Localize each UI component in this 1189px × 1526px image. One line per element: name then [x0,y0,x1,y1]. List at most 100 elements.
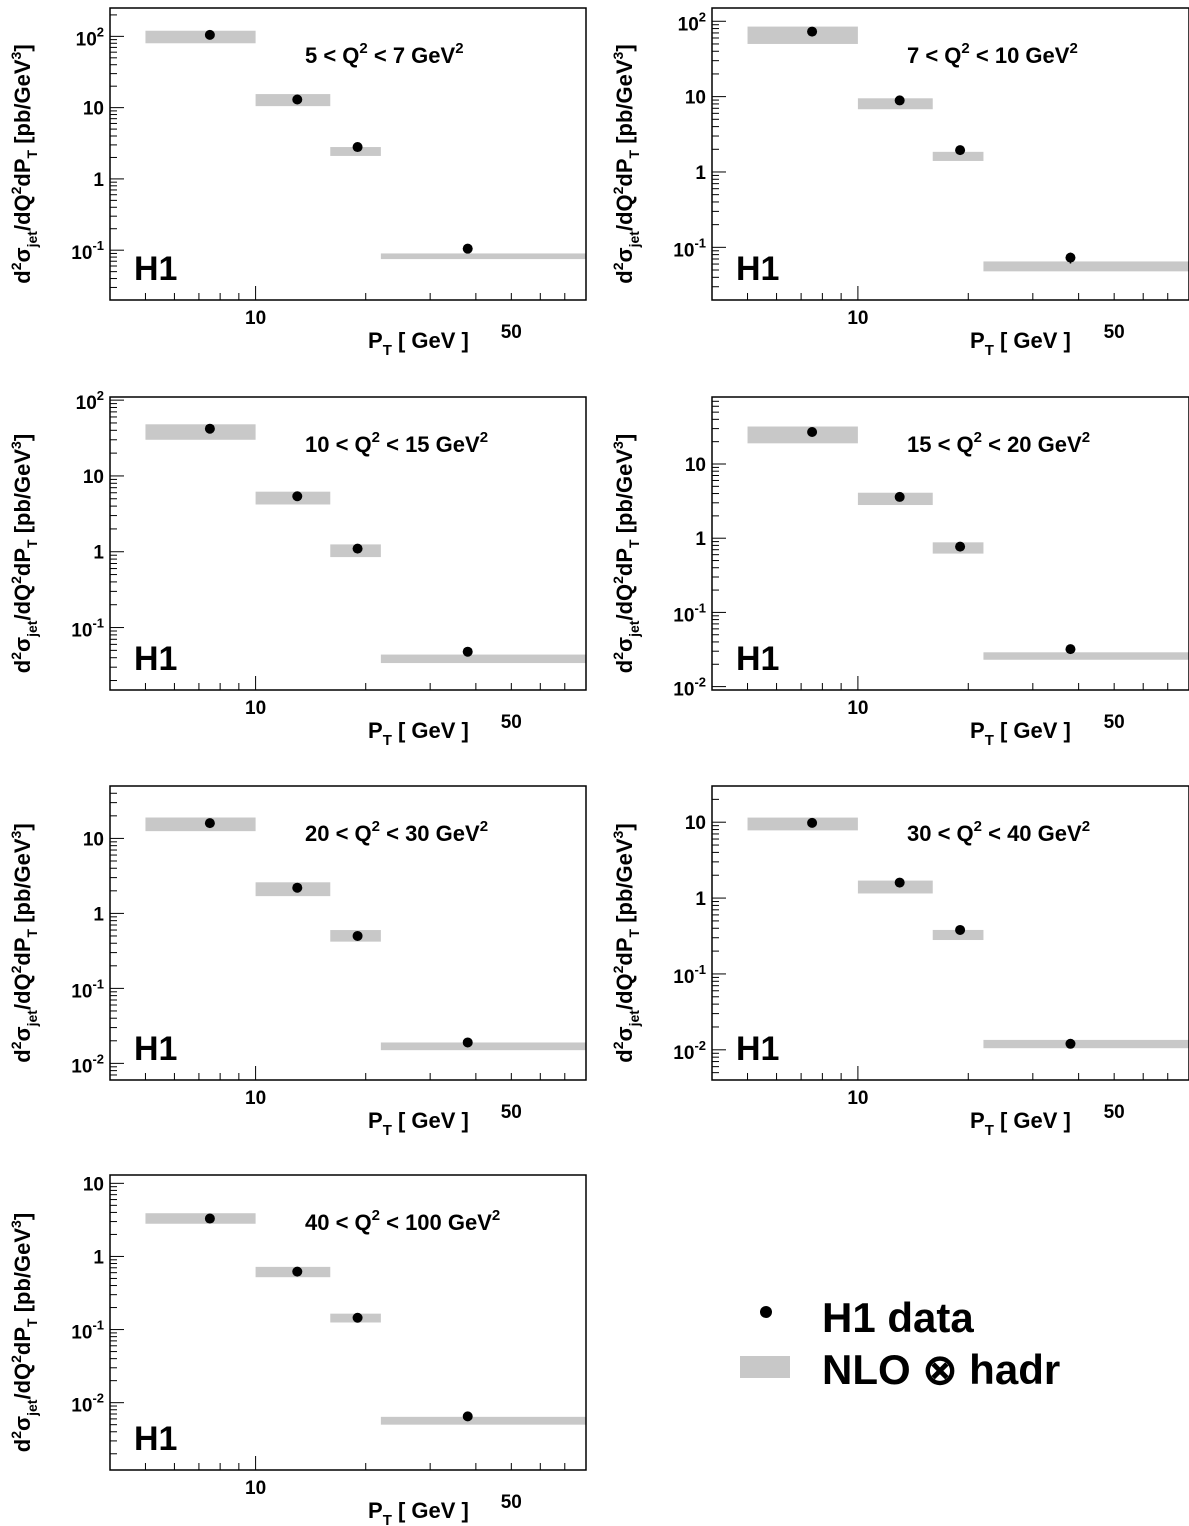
data-point [462,1411,473,1422]
y-tick-label: 10 [685,813,706,834]
y-tick-label: 1 [93,904,104,925]
y-tick-label: 10-1 [673,235,706,261]
y-tick-label: 10 [83,829,104,850]
nlo-band [983,1039,1189,1049]
plot-area [145,423,586,664]
nlo-band [857,98,933,110]
y-tick-label: 10-2 [71,1391,104,1417]
nlo-band [145,1213,256,1224]
y-tick-label: 10-1 [71,238,104,264]
y-tick-label: 1 [93,1247,104,1268]
panel-title: 5 < Q2 < 7 GeV2 [305,40,464,68]
x-axis-title: PT [ GeV ] [970,1108,1071,1139]
panel-4: 10 50 10-2 10-1 1 10 15 < Q2 < 20 GeV2 H1 PT [ G… [610,396,1189,749]
panel-5: 10 50 10-2 10-1 1 10 20 < Q2 < 30 GeV2 H1 PT [ G… [8,785,587,1139]
y-tick-label: 1 [695,889,706,910]
panel-2: 10 50 10-1 1 10 102 7 < Q2 < 10 GeV2 H1 PT [ GeV… [610,7,1189,359]
x-tick-label: 50 [501,1102,522,1123]
x-axis-title: PT [ GeV ] [970,328,1071,359]
x-axis-title: PT [ GeV ] [368,1498,469,1526]
y-tick-label: 10-1 [71,1318,104,1344]
experiment-label: H1 [134,640,177,678]
nlo-band [145,817,256,832]
experiment-label: H1 [134,1030,177,1068]
data-point [292,1266,303,1277]
y-axis-title: d2σjet/dQ2dPT [pb/GeV3] [610,434,642,673]
data-point [204,29,215,40]
data-point [292,882,303,893]
y-axis-title: d2σjet/dQ2dPT [pb/GeV3] [610,823,642,1062]
data-point [955,924,966,935]
legend-nlo-swatch [740,1356,790,1378]
nlo-band [380,1416,586,1425]
x-axis-title: PT [ GeV ] [368,328,469,359]
x-tick-label: 50 [1104,1102,1125,1123]
plot-frame [109,7,587,301]
plot-area [747,817,1189,1049]
y-axis-title: d2σjet/dQ2dPT [pb/GeV3] [8,434,40,673]
plot-area [145,1213,586,1425]
y-tick-label: 10 [83,1174,104,1195]
y-tick-label: 10-1 [71,616,104,642]
data-point [462,646,473,657]
x-tick-label: 10 [847,1088,868,1109]
y-tick-label: 1 [93,543,104,564]
experiment-label: H1 [736,640,779,678]
nlo-band [983,652,1189,660]
data-point [204,423,215,434]
y-tick-label: 10 [83,99,104,120]
y-tick-label: 10-1 [673,962,706,988]
panel-title: 7 < Q2 < 10 GeV2 [907,40,1078,68]
data-point [894,95,905,106]
y-tick-label: 10-1 [71,976,104,1002]
y-axis-title: d2σjet/dQ2dPT [pb/GeV3] [8,823,40,1062]
data-point [955,541,966,552]
data-point [204,818,215,829]
data-point [352,1312,363,1323]
panel-3: 10 50 10-1 1 10 102 10 < Q2 < 15 GeV2 H1 PT [ Ge… [8,388,587,749]
x-axis-title: PT [ GeV ] [368,1108,469,1139]
data-point [807,26,818,37]
experiment-label: H1 [736,1030,779,1068]
data-point [807,427,818,438]
panels: 10 50 10-1 1 10 102 5 < Q2 < 7 GeV2 H1 PT [ GeV … [8,7,1189,1526]
x-axis-title: PT [ GeV ] [970,718,1071,749]
nlo-band [747,426,858,444]
data-point [204,1213,215,1224]
data-point [292,491,303,502]
x-tick-label: 50 [501,1492,522,1513]
legend-data-marker [760,1306,772,1318]
plot-frame [711,396,1189,691]
legend-nlo-label: NLO ⊗ hadr [822,1346,1060,1393]
nlo-band [857,880,933,894]
data-point [807,817,818,828]
experiment-label: H1 [134,1420,177,1458]
y-tick-label: 1 [695,529,706,550]
panel-1: 10 50 10-1 1 10 102 5 < Q2 < 7 GeV2 H1 PT [ GeV … [8,7,587,359]
plot-area [747,26,1189,272]
y-tick-label: 10-2 [71,1051,104,1077]
data-point [292,94,303,105]
panel-title: 10 < Q2 < 15 GeV2 [305,429,488,457]
x-tick-label: 10 [245,1088,266,1109]
x-tick-label: 10 [245,1478,266,1499]
x-tick-label: 10 [245,698,266,719]
experiment-label: H1 [134,250,177,288]
nlo-band [932,929,984,941]
y-tick-label: 10 [685,88,706,109]
y-tick-label: 10-1 [673,600,706,626]
plot-area [145,29,586,260]
plot-frame [109,1174,587,1471]
data-point [1065,252,1076,263]
y-tick-label: 102 [678,9,706,35]
x-tick-label: 50 [501,322,522,343]
plot-frame [711,785,1189,1081]
data-point [462,1037,473,1048]
x-tick-label: 50 [501,712,522,733]
legend-data-label: H1 data [822,1294,974,1341]
nlo-band [145,30,256,44]
data-point [1065,644,1076,655]
plot-frame [109,396,587,691]
data-point [1065,1038,1076,1049]
